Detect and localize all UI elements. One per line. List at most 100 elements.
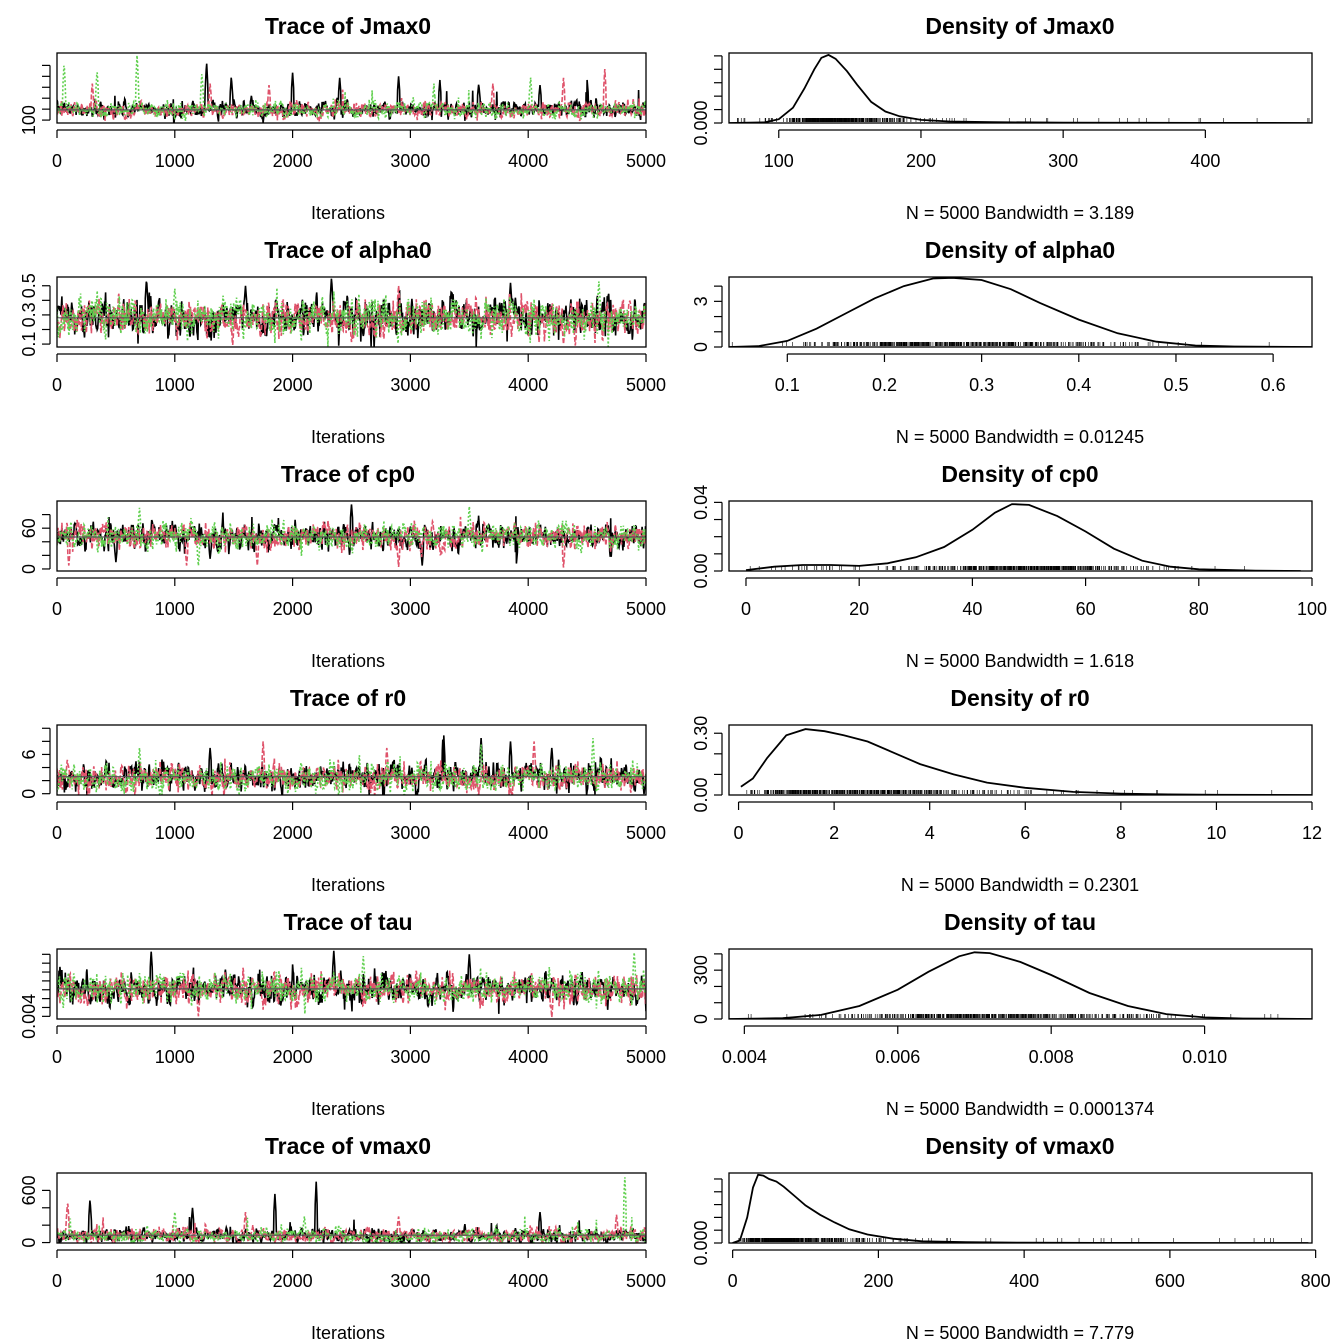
panel-title: Density of tau (944, 909, 1096, 935)
x-tick-label: 400 (1009, 1271, 1039, 1291)
x-tick-label: 40 (962, 599, 982, 619)
x-tick-label: 600 (1155, 1271, 1185, 1291)
x-tick-label: 0.5 (1163, 375, 1188, 395)
x-axis-label: N = 5000 Bandwidth = 0.01245 (896, 427, 1144, 447)
y-tick-label: 600 (19, 1175, 39, 1205)
y-axis: 0.00 0.30 (691, 716, 723, 813)
x-tick-label: 2000 (273, 375, 313, 395)
plot-area (57, 504, 646, 568)
x-tick-label: 3000 (390, 1047, 430, 1067)
trace-chain-1 (57, 735, 646, 795)
y-tick-label: 0 (19, 564, 39, 574)
trace-chain-3 (57, 55, 646, 122)
density-curve (745, 503, 1301, 571)
y-tick-label: 6 (19, 749, 39, 759)
x-tick-label: 0.4 (1066, 375, 1091, 395)
x-tick-label: 400 (1190, 151, 1220, 171)
trace-chain-3 (57, 506, 646, 566)
x-tick-label: 2000 (273, 823, 313, 843)
x-axis-label: N = 5000 Bandwidth = 7.779 (906, 1323, 1134, 1343)
x-axis-label: Iterations (311, 875, 385, 895)
x-tick-label: 2000 (273, 1271, 313, 1291)
x-tick-label: 0.3 (969, 375, 994, 395)
x-tick-label: 5000 (626, 151, 666, 171)
plot-area (729, 503, 1312, 571)
x-tick-label: 0.2 (872, 375, 897, 395)
rug-marks (737, 118, 1310, 122)
x-tick-label: 200 (863, 1271, 893, 1291)
trace-chain-1 (57, 63, 646, 123)
x-tick-label: 0.006 (875, 1047, 920, 1067)
plot-area (729, 728, 1312, 795)
panel-title: Trace of vmax0 (265, 1133, 431, 1159)
panel-trace-of-tau: Trace of tau Iterations 0 1000 2000 3000 4000 5… (19, 909, 666, 1119)
rug-marks (749, 566, 1245, 570)
y-tick-label: 0 (19, 789, 39, 799)
x-tick-label: 200 (906, 151, 936, 171)
y-axis: 0.000 (691, 1178, 723, 1266)
x-tick-label: 8 (1116, 823, 1126, 843)
x-tick-label: 4 (925, 823, 935, 843)
y-tick-label: 0.00 (691, 553, 711, 588)
x-tick-label: 0 (52, 1047, 62, 1067)
y-tick-label: 0.00 (691, 777, 711, 812)
x-tick-label: 2000 (273, 599, 313, 619)
x-tick-label: 5000 (626, 599, 666, 619)
y-tick-label: 0.1 (19, 332, 39, 357)
y-tick-label: 0.3 (19, 302, 39, 327)
y-tick-label: 0.04 (691, 485, 711, 520)
x-axis: 0.004 0.006 0.008 0.010 (722, 1025, 1227, 1067)
y-tick-label: 0.004 (19, 994, 39, 1039)
panel-trace-of-r0: Trace of r0 Iterations 0 1000 2000 3000 4000 50… (19, 685, 666, 895)
panel-density-of-alpha0: Density of alpha0 N = 5000 Bandwidth = 0.… (691, 237, 1313, 447)
x-axis-label: Iterations (311, 1323, 385, 1343)
panel-density-of-tau: Density of tau N = 5000 Bandwidth = 0.000… (691, 909, 1313, 1119)
x-axis: 0 20 40 60 80 100 (741, 577, 1327, 619)
x-axis: 0 1000 2000 3000 4000 5000 (52, 577, 666, 619)
y-tick-label: 0 (691, 342, 711, 352)
plot-area (57, 278, 646, 347)
plot-area (57, 55, 646, 123)
x-tick-label: 100 (1297, 599, 1327, 619)
density-curve (729, 277, 1312, 347)
plot-frame (56, 948, 647, 1020)
panel-density-of-cp0: Density of cp0 N = 5000 Bandwidth = 1.618… (691, 461, 1327, 671)
rug-marks (747, 1014, 1279, 1018)
x-tick-label: 4000 (508, 375, 548, 395)
x-axis: 100 200 300 400 (764, 129, 1220, 171)
x-tick-label: 0.008 (1029, 1047, 1074, 1067)
y-tick-label: 0.5 (19, 273, 39, 298)
panel-title: Density of r0 (950, 685, 1089, 711)
x-tick-label: 3000 (390, 823, 430, 843)
x-tick-label: 1000 (155, 823, 195, 843)
density-curve (740, 728, 1312, 795)
panel-title: Trace of tau (283, 909, 412, 935)
plot-area (57, 950, 646, 1018)
x-tick-label: 800 (1301, 1271, 1331, 1291)
y-axis: 0 60 (19, 513, 51, 574)
x-tick-label: 80 (1189, 599, 1209, 619)
x-tick-label: 0 (741, 599, 751, 619)
plot-area (57, 735, 646, 795)
panel-title: Trace of Jmax0 (265, 13, 431, 39)
x-axis-label: Iterations (311, 203, 385, 223)
panel-title: Density of Jmax0 (925, 13, 1114, 39)
x-axis: 0 1000 2000 3000 4000 5000 (52, 353, 666, 395)
x-axis: 0 1000 2000 3000 4000 5000 (52, 129, 666, 171)
x-tick-label: 0.6 (1261, 375, 1286, 395)
x-tick-label: 2000 (273, 1047, 313, 1067)
x-tick-label: 6 (1020, 823, 1030, 843)
y-tick-label: 3 (691, 296, 711, 306)
x-axis-label: N = 5000 Bandwidth = 0.0001374 (886, 1099, 1154, 1119)
rug-marks (738, 1238, 1302, 1242)
panel-trace-of-alpha0: Trace of alpha0 Iterations 0 1000 2000 3000 40… (19, 237, 666, 447)
plot-frame (56, 276, 647, 348)
x-axis-label: Iterations (311, 1099, 385, 1119)
panel-trace-of-vmax0: Trace of vmax0 Iterations 0 1000 2000 3000 400… (19, 1133, 666, 1343)
x-axis: 0 200 400 600 800 (728, 1249, 1331, 1291)
x-axis-label: N = 5000 Bandwidth = 3.189 (906, 203, 1134, 223)
plot-area (57, 1177, 646, 1243)
rug-marks (746, 790, 1273, 794)
x-tick-label: 2000 (273, 151, 313, 171)
